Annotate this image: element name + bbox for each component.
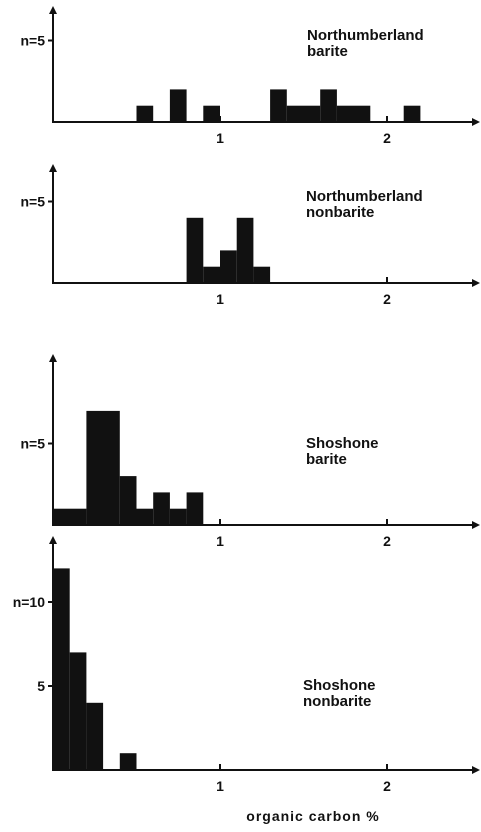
histogram-bar [320,89,337,122]
histogram-bar [169,508,187,525]
histogram-bar [136,105,154,122]
panel-title-line: barite [307,43,348,60]
histogram-bar [270,89,287,122]
panel-title-line: Northumberland [307,27,424,44]
histogram-bar [86,702,104,770]
histogram-bar [86,410,120,525]
histogram-bar [153,492,170,525]
histogram-panel: 1 2 n=5 Northumberland barite [20,6,480,146]
x-axis-title: organic carbon % [246,808,379,824]
y-tick-label: n=10 [13,594,46,610]
x-tick-label: 2 [383,533,391,549]
x-tick-label: 1 [216,130,224,146]
panel-title: Northumberland barite [307,27,424,60]
histogram-bar [136,508,154,525]
histogram-bar [69,652,87,770]
histogram-bar [186,217,204,283]
histogram-bar [186,492,204,525]
y-tick-label: 5 [37,678,45,694]
x-tick-label: 1 [216,533,224,549]
panel-title: Shoshone nonbarite [303,677,376,710]
panel-title-line: nonbarite [306,204,374,221]
histogram-bar [203,105,220,122]
x-tick-label: 1 [216,778,224,794]
x-tick-label: 2 [383,130,391,146]
y-tick-label: n=5 [20,33,45,49]
x-tick-label: 2 [383,778,391,794]
y-tick-label: n=5 [20,436,45,452]
histogram-bar [119,753,137,770]
panel-title-line: Shoshone [306,435,379,452]
histogram-panel: 1 2 n=5 Northumberland nonbarite [20,164,480,307]
histogram-bar [253,266,271,283]
panel-title: Shoshone barite [306,435,379,468]
panel-title-line: barite [306,451,347,468]
histogram-bar [53,508,87,525]
panel-title-line: Northumberland [306,188,423,205]
histogram-panel: 1 2 n=5 Shoshone barite [20,354,480,549]
histogram-bar [119,476,137,525]
histogram-bar [286,105,321,122]
histogram-bar [169,89,187,122]
histogram-panel: 1 2 n=10 5 Shoshone nonbarite [13,536,480,794]
histogram-bar [403,105,421,122]
histogram-bar [220,250,237,283]
histogram-bar [336,105,371,122]
x-tick-label: 1 [216,291,224,307]
y-tick-label: n=5 [20,194,45,210]
x-tick-label: 2 [383,291,391,307]
panel-title-line: nonbarite [303,693,371,710]
histogram-bar [236,217,254,283]
panel-title-line: Shoshone [303,677,376,694]
histogram-bar [203,266,220,283]
histogram-bar [53,568,70,770]
panel-title: Northumberland nonbarite [306,188,423,221]
